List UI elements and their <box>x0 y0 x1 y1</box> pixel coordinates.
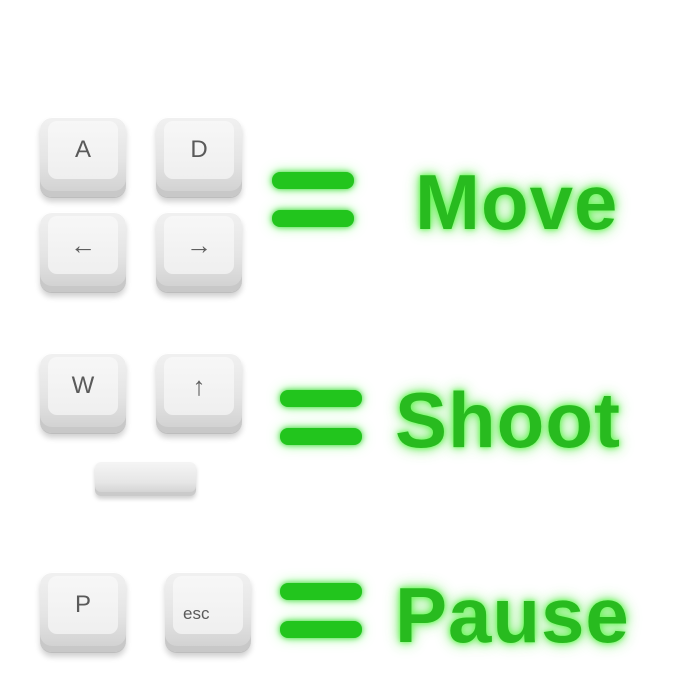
spacebar-key[interactable] <box>95 462 196 496</box>
key-esc-label: esc <box>173 576 243 634</box>
key-d[interactable]: D <box>156 117 242 197</box>
key-right-arrow[interactable]: → <box>156 212 242 292</box>
key-w[interactable]: W <box>40 353 126 433</box>
action-move-label: Move <box>415 158 619 246</box>
action-pause-label: Pause <box>395 571 630 659</box>
key-d-label: D <box>164 121 234 179</box>
key-left-arrow[interactable]: ← <box>40 212 126 292</box>
key-p-label: P <box>48 576 118 634</box>
key-a-label: A <box>48 121 118 179</box>
equals-sign-shoot <box>280 385 362 455</box>
key-up-arrow[interactable]: ↑ <box>156 353 242 433</box>
arrow-up-icon: ↑ <box>192 370 206 401</box>
key-esc[interactable]: esc <box>165 572 251 652</box>
action-shoot-label: Shoot <box>395 376 621 464</box>
equals-sign-move <box>272 167 354 237</box>
key-p[interactable]: P <box>40 572 126 652</box>
equals-sign-pause <box>280 578 362 648</box>
key-w-label: W <box>48 357 118 415</box>
arrow-right-icon: → <box>186 229 212 260</box>
arrow-left-icon: ← <box>70 229 96 260</box>
key-a[interactable]: A <box>40 117 126 197</box>
